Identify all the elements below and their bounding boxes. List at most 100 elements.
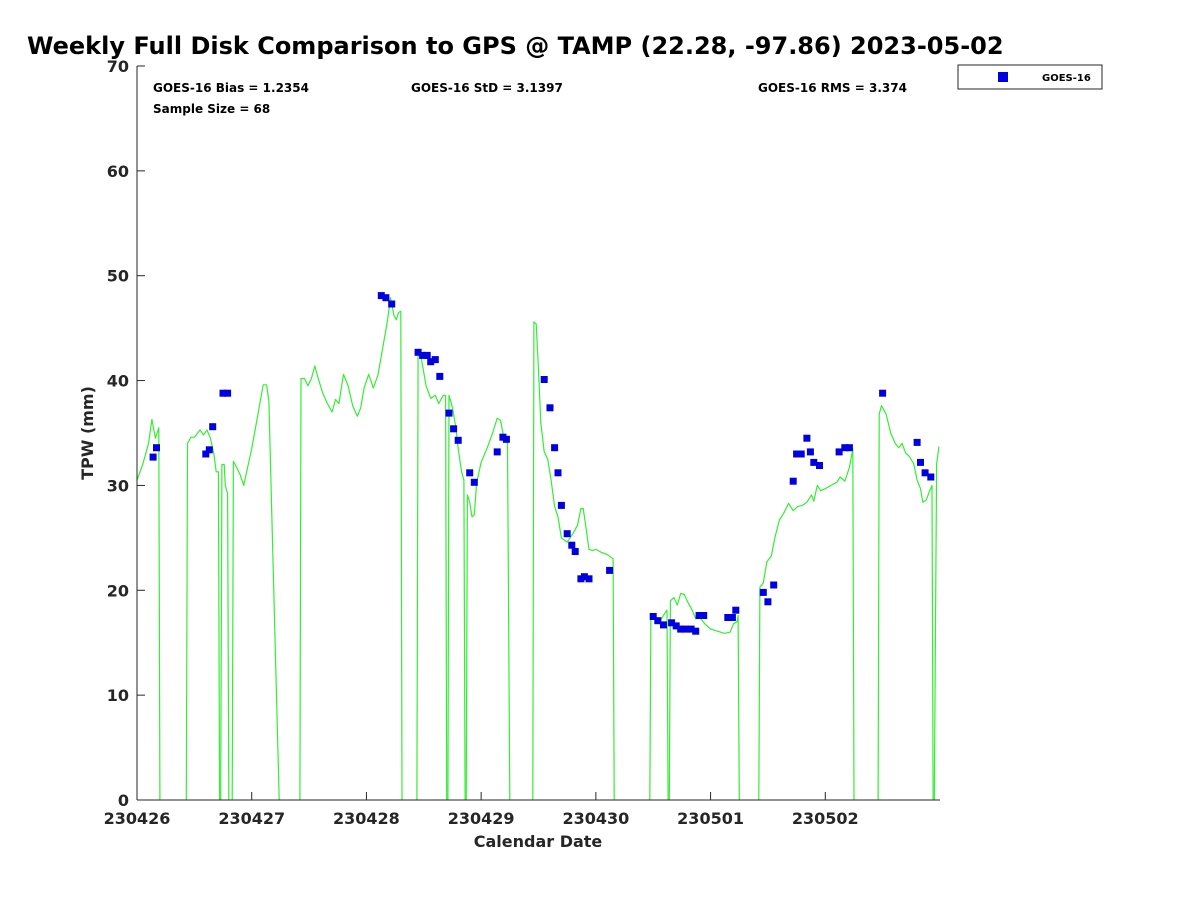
goes16-point bbox=[149, 453, 157, 461]
goes16-point bbox=[759, 588, 767, 596]
gps-line-segment-11 bbox=[758, 448, 855, 801]
gps-line-layer bbox=[136, 297, 940, 801]
gps-line-segment-8 bbox=[532, 321, 615, 801]
goes16-point bbox=[764, 598, 772, 606]
chart-title: Weekly Full Disk Comparison to GPS @ TAM… bbox=[27, 32, 1004, 60]
gps-line-segment-3 bbox=[231, 384, 280, 801]
plot-area: 0 10 20 30 40 50 60 70 230426 230427 230428 230429 2… bbox=[104, 57, 940, 828]
gps-line-segment-6 bbox=[447, 394, 466, 801]
goes16-point bbox=[580, 573, 588, 581]
goes16-point bbox=[879, 389, 887, 397]
goes16-point bbox=[816, 462, 823, 469]
x-tick-label: 230427 bbox=[218, 809, 285, 828]
goes16-point bbox=[728, 614, 736, 621]
goes16-point bbox=[835, 448, 843, 456]
goes16-point bbox=[649, 613, 657, 620]
goes16-point bbox=[841, 444, 849, 452]
goes16-point bbox=[551, 444, 559, 452]
goes16-point bbox=[660, 621, 667, 629]
legend: GOES-16 bbox=[957, 64, 1103, 90]
goes16-point bbox=[810, 458, 818, 466]
y-tick-label: 50 bbox=[107, 267, 129, 286]
gps-line-segment-4 bbox=[299, 297, 403, 801]
goes16-point bbox=[153, 444, 160, 452]
goes16-point bbox=[219, 389, 227, 397]
goes16-point bbox=[205, 446, 213, 454]
goes16-point bbox=[921, 469, 929, 477]
goes16-point bbox=[687, 625, 695, 633]
gps-line-segment-2 bbox=[220, 463, 230, 801]
goes16-point bbox=[202, 450, 210, 458]
gps-line-segment-5 bbox=[416, 350, 448, 801]
goes16-point bbox=[546, 404, 554, 412]
goes16-point bbox=[803, 434, 811, 442]
goes16-point bbox=[917, 458, 924, 466]
sample-size-stat: Sample Size = 68 bbox=[153, 102, 270, 116]
goes16-point bbox=[502, 435, 510, 443]
goes16-point bbox=[436, 372, 444, 380]
goes16-point bbox=[770, 581, 778, 589]
goes16-point bbox=[493, 448, 501, 456]
goes16-point bbox=[692, 627, 700, 635]
goes16-point bbox=[224, 389, 232, 397]
y-tick-label: 40 bbox=[107, 372, 129, 391]
y-tick-label: 0 bbox=[118, 791, 129, 810]
std-stat: GOES-16 StD = 3.1397 bbox=[411, 81, 563, 95]
x-axis-label: Calendar Date bbox=[474, 832, 603, 851]
goes16-point bbox=[677, 625, 685, 633]
goes16-point bbox=[700, 612, 708, 619]
y-tick-label: 10 bbox=[107, 686, 129, 705]
goes16-point bbox=[450, 425, 458, 433]
y-tick-label: 30 bbox=[107, 476, 129, 495]
goes16-point bbox=[793, 450, 801, 458]
goes16-point bbox=[654, 617, 662, 625]
x-tick-label: 230429 bbox=[448, 809, 515, 828]
goes16-point bbox=[414, 348, 422, 356]
gps-line-segment-12 bbox=[877, 405, 934, 801]
goes16-point bbox=[419, 351, 427, 359]
gps-line-segment-13 bbox=[933, 446, 940, 801]
y-tick-label: 60 bbox=[107, 162, 129, 181]
gps-line-segment-0 bbox=[136, 418, 161, 801]
goes16-point bbox=[377, 292, 385, 300]
goes16-point bbox=[732, 606, 740, 614]
bias-stat: GOES-16 Bias = 1.2354 bbox=[153, 81, 309, 95]
legend-goes16-label: GOES-16 bbox=[1042, 73, 1091, 84]
goes16-point bbox=[927, 473, 935, 481]
x-tick-label: 230430 bbox=[562, 809, 629, 828]
x-tick-label: 230501 bbox=[677, 809, 744, 828]
goes16-point bbox=[431, 356, 439, 364]
y-axis-label: TPW (mm) bbox=[78, 386, 97, 480]
goes16-point bbox=[557, 501, 565, 509]
x-tick-label: 230428 bbox=[333, 809, 400, 828]
goes16-point bbox=[568, 541, 576, 549]
gps-line-segment-10 bbox=[668, 592, 740, 801]
x-tick-label: 230426 bbox=[104, 809, 171, 828]
goes16-point bbox=[724, 614, 732, 621]
goes16-point bbox=[571, 548, 579, 555]
goes16-point bbox=[445, 409, 453, 417]
rms-stat: GOES-16 RMS = 3.374 bbox=[758, 81, 907, 95]
goes16-point bbox=[845, 444, 853, 452]
axes-layer: 0 10 20 30 40 50 60 70 230426 230427 230428 230429 2… bbox=[104, 57, 940, 828]
goes16-point bbox=[797, 450, 805, 458]
goes16-point bbox=[554, 469, 562, 477]
goes16-point bbox=[913, 438, 921, 446]
legend-box bbox=[957, 64, 1103, 90]
goes16-point bbox=[806, 448, 814, 456]
goes16-point bbox=[668, 619, 676, 627]
goes16-point bbox=[427, 358, 435, 366]
goes16-point bbox=[695, 612, 703, 619]
goes16-point bbox=[209, 423, 217, 431]
goes16-point bbox=[585, 575, 593, 583]
gps-line-segment-1 bbox=[185, 429, 221, 801]
goes16-point bbox=[382, 294, 390, 302]
x-tick-label: 230502 bbox=[792, 809, 859, 828]
goes16-point bbox=[789, 477, 797, 485]
goes16-point bbox=[423, 351, 431, 359]
y-tick-label: 20 bbox=[107, 581, 129, 600]
goes16-point-layer bbox=[149, 292, 935, 635]
y-tick-label: 70 bbox=[107, 57, 129, 76]
legend-goes16-marker bbox=[998, 72, 1008, 82]
